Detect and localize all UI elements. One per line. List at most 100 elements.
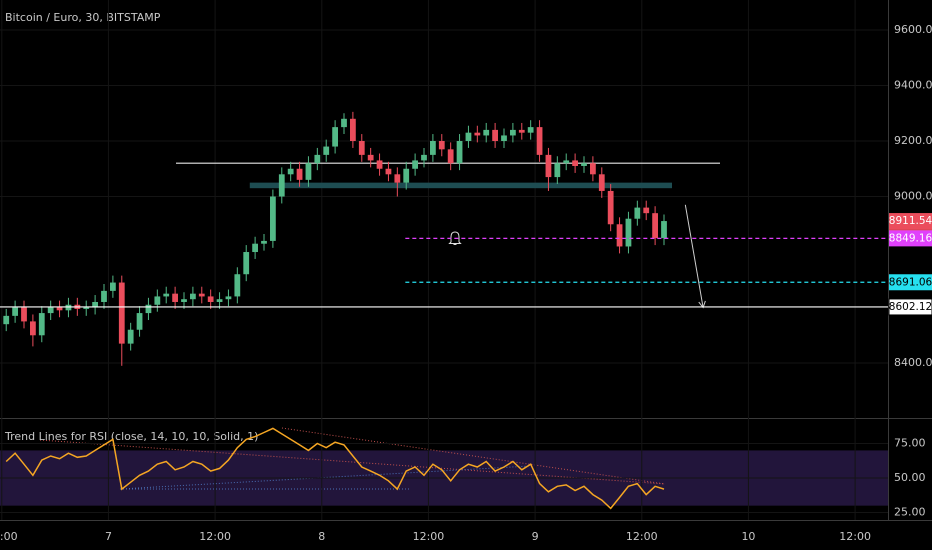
chart-title: Bitcoin / Euro, 30, BITSTAMP bbox=[5, 11, 161, 24]
rsi-line bbox=[5, 427, 665, 510]
bell-icon bbox=[448, 231, 462, 245]
candle-body bbox=[554, 163, 561, 178]
candle-body bbox=[545, 154, 552, 178]
price-badge bbox=[889, 213, 932, 230]
candle-body bbox=[163, 293, 170, 297]
candle-body bbox=[225, 296, 232, 300]
candle-body bbox=[278, 174, 285, 197]
candle-body bbox=[270, 196, 276, 241]
candle-body bbox=[12, 307, 18, 316]
arrow-shaft bbox=[684, 204, 704, 308]
x-tick-label: 12:00 bbox=[839, 530, 871, 543]
x-tick-label: 10 bbox=[741, 530, 755, 543]
candle-body bbox=[367, 154, 374, 161]
candle-body bbox=[56, 307, 63, 311]
y-tick-label: 9600.00 bbox=[894, 23, 932, 36]
x-tick-label: 12:00 bbox=[413, 530, 445, 543]
x-tick-label: 12:00 bbox=[0, 530, 18, 543]
candle-body bbox=[83, 307, 90, 309]
y-tick-label: 25.00 bbox=[894, 506, 926, 519]
candle-body bbox=[501, 135, 507, 141]
candle-body bbox=[581, 163, 587, 166]
candle-body bbox=[332, 127, 338, 147]
candle-body bbox=[572, 160, 578, 166]
trend-line bbox=[119, 465, 531, 490]
candle-body bbox=[518, 129, 525, 133]
candle-body bbox=[127, 329, 134, 344]
candle-body bbox=[198, 293, 205, 297]
candle-body bbox=[172, 293, 178, 302]
candle-body bbox=[607, 190, 614, 225]
price-badge bbox=[888, 298, 932, 316]
candle-body bbox=[385, 168, 392, 175]
candle-body bbox=[21, 307, 27, 322]
rsi-trend-lines bbox=[39, 427, 666, 490]
candle-body bbox=[350, 118, 356, 141]
candle-body bbox=[287, 168, 294, 175]
y-tick-label: 8400.00 bbox=[894, 356, 932, 369]
candle-body bbox=[465, 132, 472, 141]
candle-body bbox=[314, 154, 321, 164]
candle-body bbox=[305, 163, 312, 180]
candle-body bbox=[216, 299, 223, 302]
candle-body bbox=[190, 293, 196, 300]
candle-body bbox=[118, 282, 125, 344]
candle-body bbox=[421, 154, 427, 161]
candle-body bbox=[563, 160, 570, 164]
candle-body bbox=[3, 315, 10, 325]
candle-body bbox=[296, 168, 303, 180]
candle-body bbox=[207, 296, 214, 302]
price-badge-label: 8849.16 bbox=[889, 232, 932, 244]
candle-body bbox=[483, 129, 490, 136]
indicator-title: Trend Lines for RSI (close, 14, 10, 10, … bbox=[4, 430, 258, 443]
candle-body bbox=[38, 313, 45, 336]
candle-body bbox=[261, 240, 267, 244]
candle-body bbox=[323, 146, 330, 155]
candle-body bbox=[403, 168, 410, 183]
candle-body bbox=[430, 140, 436, 155]
candle-body bbox=[634, 207, 641, 219]
candle-body bbox=[510, 129, 516, 136]
candle-body bbox=[661, 221, 667, 239]
candle-body bbox=[358, 140, 365, 155]
y-tick-label: 75.00 bbox=[894, 437, 926, 450]
candle-body bbox=[234, 274, 241, 297]
candle-body bbox=[412, 160, 418, 169]
candle-body bbox=[625, 218, 632, 247]
candle-body bbox=[527, 127, 534, 133]
y-tick-label: 9200.00 bbox=[894, 134, 932, 147]
y-tick-label: 9400.00 bbox=[894, 78, 932, 91]
y-tick-label: 9000.00 bbox=[894, 190, 932, 203]
candle-body bbox=[447, 149, 454, 164]
candle-body bbox=[590, 163, 596, 175]
y-tick-label: 50.00 bbox=[894, 471, 926, 484]
candle-body bbox=[598, 174, 605, 191]
candle-body bbox=[492, 129, 498, 141]
candle-body bbox=[652, 213, 658, 239]
candle-body bbox=[30, 321, 36, 336]
x-tick-label: 12:00 bbox=[199, 530, 231, 543]
price-badge-label: 8691.06 bbox=[889, 276, 932, 288]
candle-body bbox=[252, 243, 258, 253]
price-badge-label: 8602.12 bbox=[889, 301, 932, 313]
candle-body bbox=[101, 290, 107, 302]
candle-body bbox=[616, 224, 623, 247]
zone bbox=[249, 182, 672, 189]
candle-body bbox=[474, 132, 481, 136]
candle-body bbox=[536, 127, 543, 155]
candle-body bbox=[92, 301, 98, 308]
candle-body bbox=[341, 118, 347, 128]
x-tick-label: 7 bbox=[105, 530, 112, 543]
candle-body bbox=[438, 140, 445, 150]
candle-body bbox=[47, 307, 54, 314]
x-tick-label: 12:00 bbox=[626, 530, 658, 543]
candle-body bbox=[145, 304, 152, 314]
price-badge-label: 8911.54 bbox=[889, 215, 932, 227]
candle-body bbox=[136, 313, 143, 330]
candle-body bbox=[110, 282, 116, 291]
trend-line bbox=[39, 439, 666, 485]
price-badge bbox=[889, 230, 932, 247]
candle-body bbox=[181, 299, 187, 302]
candle-body bbox=[243, 252, 250, 275]
